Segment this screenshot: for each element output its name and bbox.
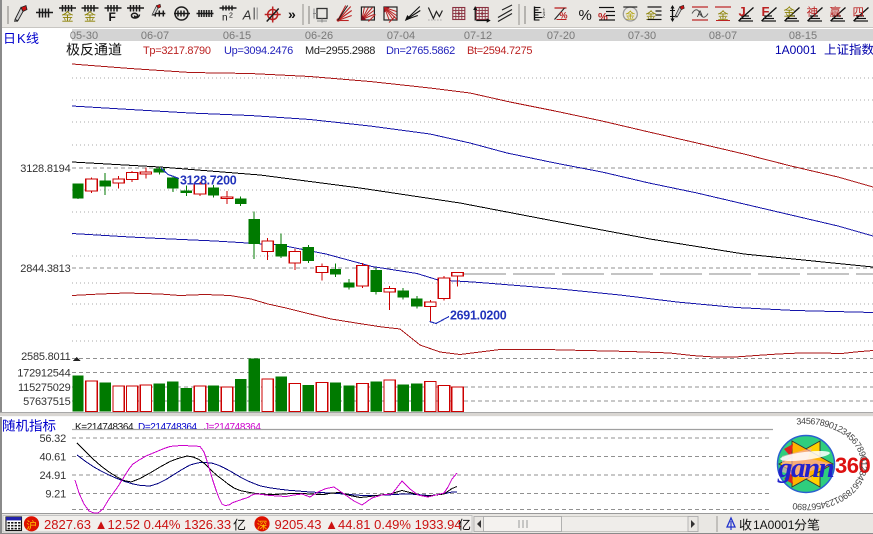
svg-text:56.32: 56.32 — [39, 433, 66, 445]
svg-text:3128.7200: 3128.7200 — [180, 174, 237, 188]
svg-text:2: 2 — [543, 14, 546, 20]
svg-text:Tp=3217.8790: Tp=3217.8790 — [143, 45, 211, 57]
svg-text:A: A — [697, 9, 703, 19]
svg-text:9.21: 9.21 — [45, 489, 66, 501]
svg-text:K: K — [17, 31, 26, 46]
svg-text:J=214748364: J=214748364 — [204, 422, 261, 433]
svg-text:07-20: 07-20 — [547, 30, 575, 42]
svg-text:F: F — [762, 4, 770, 19]
svg-text:06-15: 06-15 — [223, 30, 251, 42]
svg-text:05-30: 05-30 — [70, 30, 98, 42]
svg-text:3128.8194: 3128.8194 — [20, 163, 70, 175]
svg-text:A: A — [242, 8, 252, 23]
svg-text:J: J — [739, 4, 746, 19]
svg-text:172912544: 172912544 — [17, 368, 70, 380]
svg-text:Dn=2765.5862: Dn=2765.5862 — [386, 45, 455, 57]
svg-text:n: n — [222, 13, 228, 24]
svg-text:2827.63 ▲12.52 0.44% 1326.33: 2827.63 ▲12.52 0.44% 1326.33 — [44, 517, 231, 532]
svg-text:D=214748364: D=214748364 — [138, 422, 198, 433]
svg-text:24.91: 24.91 — [39, 470, 66, 482]
svg-text:Up=3094.2476: Up=3094.2476 — [224, 45, 293, 57]
svg-text:2585.8011: 2585.8011 — [21, 351, 70, 363]
svg-text:2844.3813: 2844.3813 — [20, 263, 70, 275]
svg-text:115275029: 115275029 — [18, 382, 71, 394]
svg-text:06-07: 06-07 — [141, 30, 169, 42]
svg-text:2691.0200: 2691.0200 — [450, 309, 507, 323]
svg-text:08-15: 08-15 — [789, 30, 817, 42]
svg-text:9205.43 ▲44.81 0.49% 1933.94: 9205.43 ▲44.81 0.49% 1933.94 — [275, 517, 462, 532]
svg-text:07-04: 07-04 — [387, 30, 415, 42]
svg-text:%: % — [560, 11, 568, 21]
svg-text:»: » — [288, 6, 296, 22]
svg-text:06-26: 06-26 — [305, 30, 333, 42]
svg-text:F: F — [109, 10, 116, 24]
svg-text:Bt=2594.7275: Bt=2594.7275 — [467, 45, 532, 57]
svg-text:07-30: 07-30 — [628, 30, 656, 42]
svg-text:%: % — [579, 7, 592, 24]
svg-text:07-12: 07-12 — [464, 30, 492, 42]
svg-text:1A0001: 1A0001 — [753, 518, 795, 532]
svg-text:1: 1 — [543, 9, 546, 15]
svg-text:1A0001: 1A0001 — [775, 43, 817, 57]
svg-text:2: 2 — [229, 13, 233, 20]
svg-text:%: % — [598, 12, 608, 24]
svg-text:08-07: 08-07 — [709, 30, 737, 42]
svg-text:57637515: 57637515 — [23, 396, 70, 408]
svg-text:gann: gann — [777, 452, 834, 484]
svg-text:Md=2955.2988: Md=2955.2988 — [305, 45, 375, 57]
svg-text:40.61: 40.61 — [39, 452, 66, 464]
svg-text:K=214748364: K=214748364 — [75, 422, 134, 433]
svg-text:360: 360 — [835, 453, 870, 478]
